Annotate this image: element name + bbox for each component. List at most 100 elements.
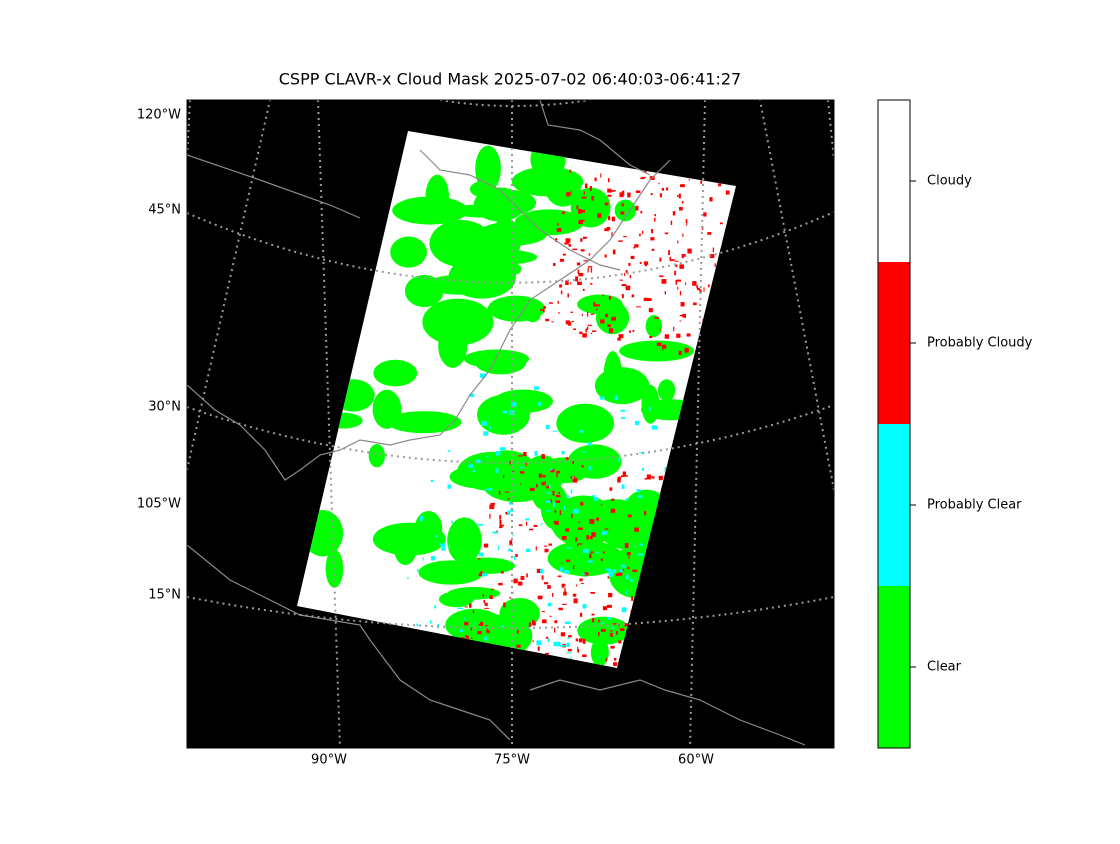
probably-cloudy-patch (675, 264, 678, 268)
probably-clear-patch (548, 455, 551, 457)
probably-cloudy-patch (619, 192, 624, 198)
probably-clear-patch (447, 484, 451, 489)
probably-cloudy-patch (618, 640, 622, 644)
clear-patch (530, 465, 555, 510)
map-frame (186, 99, 835, 749)
probably-cloudy-patch (541, 454, 545, 460)
probably-clear-patch (581, 573, 586, 575)
probably-cloudy-patch (570, 190, 572, 196)
probably-clear-patch (495, 450, 501, 456)
probably-clear-patch (570, 489, 573, 494)
clear-patch (394, 533, 417, 566)
probably-clear-patch (540, 523, 543, 525)
probably-cloudy-patch (615, 631, 618, 635)
probably-cloudy-patch (559, 510, 562, 516)
probably-cloudy-patch (649, 336, 653, 339)
colorbar-segment (878, 586, 910, 748)
probably-clear-patch (457, 607, 464, 609)
probably-clear-patch (422, 557, 424, 561)
probably-cloudy-patch (567, 321, 572, 326)
probably-cloudy-patch (486, 629, 490, 634)
probably-cloudy-patch (703, 287, 705, 292)
probably-cloudy-patch (590, 283, 593, 285)
probably-cloudy-patch (554, 627, 556, 633)
probably-clear-patch (559, 567, 564, 572)
clear-patch (368, 443, 386, 468)
probably-cloudy-patch (519, 471, 525, 474)
probably-cloudy-patch (559, 284, 563, 288)
colorbar-frame (877, 99, 911, 749)
probably-cloudy-patch (594, 304, 600, 307)
probably-cloudy-patch (483, 543, 489, 548)
probably-clear-patch (620, 409, 626, 412)
probably-cloudy-patch (549, 499, 552, 504)
clear-patch (641, 384, 660, 424)
probably-cloudy-patch (621, 284, 627, 287)
probably-cloudy-patch (505, 511, 509, 515)
probably-clear-patch (546, 510, 552, 512)
probably-clear-patch (469, 393, 475, 397)
probably-cloudy-patch (651, 228, 654, 234)
graticule (187, 100, 834, 748)
probably-cloudy-patch (688, 178, 690, 181)
probably-cloudy-patch (565, 457, 569, 460)
probably-clear-patch (570, 656, 572, 660)
probably-cloudy-patch (720, 222, 723, 225)
clear-patch (550, 495, 617, 547)
clear-patch (590, 638, 609, 667)
probably-clear-patch (459, 629, 463, 633)
probably-cloudy-patch (640, 210, 643, 214)
probably-cloudy-patch (482, 594, 485, 597)
probably-clear-patch (430, 479, 434, 482)
probably-cloudy-patch (503, 602, 506, 608)
probably-cloudy-patch (484, 607, 490, 609)
probably-clear-patch (621, 484, 625, 489)
probably-clear-patch (566, 642, 570, 647)
probably-cloudy-patch (631, 596, 634, 601)
probably-cloudy-patch (557, 223, 559, 226)
probably-cloudy-patch (573, 328, 577, 330)
probably-cloudy-patch (680, 184, 685, 188)
probably-cloudy-patch (607, 324, 611, 328)
probably-cloudy-patch (582, 288, 585, 292)
probably-clear-patch (546, 491, 551, 494)
probably-cloudy-patch (581, 465, 584, 468)
probably-cloudy-patch (608, 178, 610, 183)
probably-cloudy-patch (582, 236, 587, 239)
probably-clear-patch (547, 638, 550, 643)
probably-cloudy-patch (679, 264, 684, 269)
probably-cloudy-patch (526, 573, 528, 578)
probably-clear-patch (547, 602, 552, 607)
probably-cloudy-patch (631, 294, 635, 298)
probably-cloudy-patch (647, 298, 652, 301)
probably-clear-patch (572, 476, 574, 480)
probably-cloudy-patch (572, 593, 577, 597)
probably-cloudy-patch (565, 528, 570, 532)
probably-cloudy-patch (589, 519, 595, 524)
probably-clear-patch (434, 605, 437, 609)
probably-cloudy-patch (604, 202, 609, 206)
probably-cloudy-patch (556, 228, 562, 232)
colorbar-segment (878, 100, 910, 262)
probably-cloudy-patch (608, 216, 611, 221)
probably-cloudy-patch (565, 280, 569, 286)
probably-clear-patch (599, 396, 605, 400)
clear-patch (560, 549, 591, 569)
probably-cloudy-patch (604, 254, 607, 258)
probably-clear-patch (540, 569, 544, 574)
probably-clear-patch (563, 505, 566, 511)
probably-clear-patch (602, 531, 608, 535)
probably-cloudy-patch (467, 635, 469, 640)
probably-cloudy-patch (578, 273, 584, 277)
probably-clear-patch (588, 465, 592, 471)
probably-cloudy-patch (677, 195, 679, 197)
probably-cloudy-patch (644, 262, 648, 267)
probably-cloudy-patch (602, 606, 608, 611)
probably-clear-patch (519, 467, 523, 469)
probably-cloudy-patch (629, 274, 631, 279)
probably-cloudy-patch (549, 302, 553, 304)
probably-cloudy-patch (661, 187, 665, 191)
probably-cloudy-patch (606, 604, 612, 608)
probably-cloudy-patch (561, 562, 563, 564)
probably-cloudy-patch (545, 636, 549, 639)
